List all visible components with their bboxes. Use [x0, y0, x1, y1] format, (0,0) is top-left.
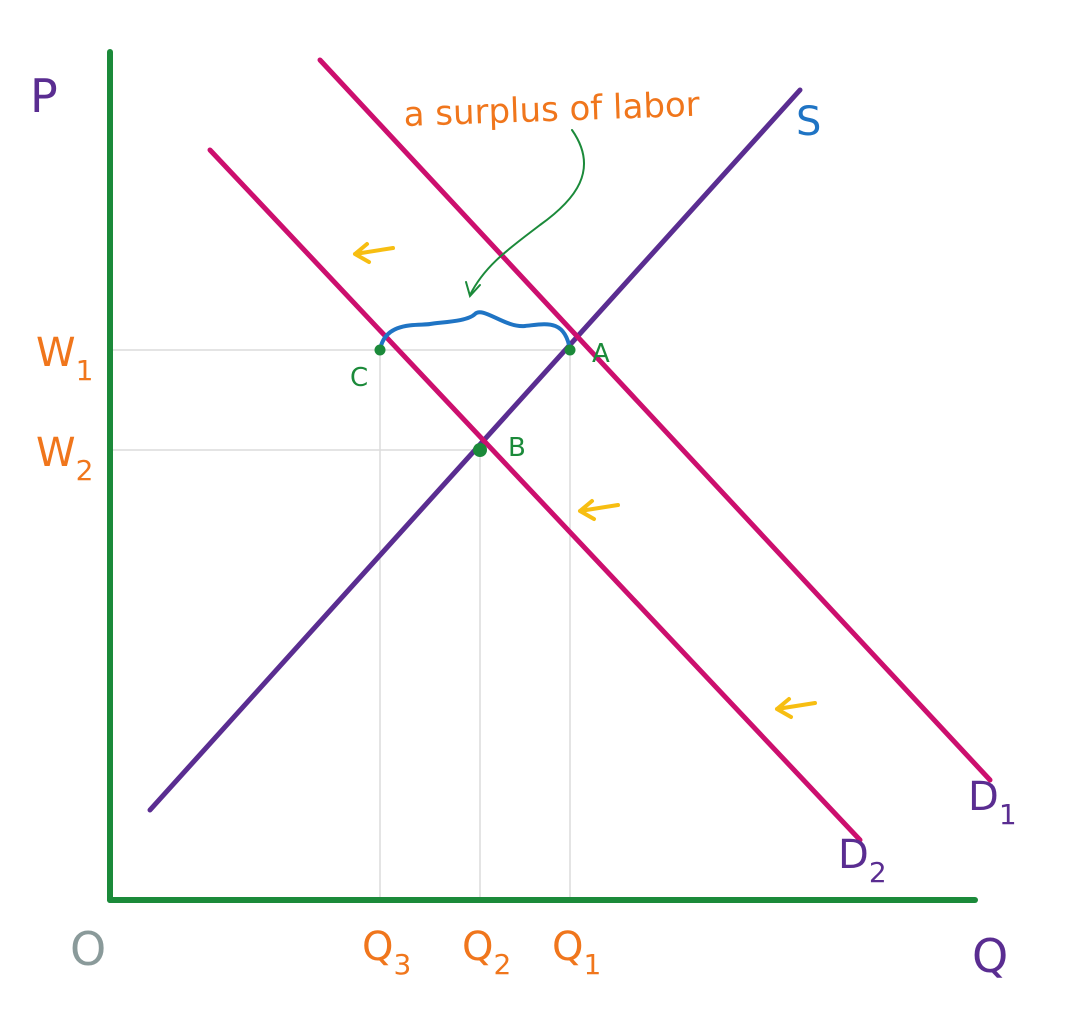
- y-tick-label-2: W2: [36, 430, 93, 487]
- axes: [107, 49, 978, 903]
- point-b: [473, 443, 487, 457]
- annotation-text: a surplus of labor: [403, 85, 700, 135]
- curve-label-d2: D2: [838, 832, 887, 889]
- shift-arrow-3: [775, 697, 817, 719]
- x-tick-label-1: Q3: [362, 924, 411, 981]
- origin-label: O: [70, 922, 106, 976]
- point-a: [564, 344, 576, 356]
- point-label-c: C: [350, 363, 368, 393]
- point-c: [374, 344, 386, 356]
- annotation-arrow: [469, 129, 585, 296]
- points: [374, 344, 576, 457]
- curve-label-d1: D1: [968, 774, 1017, 831]
- surplus-bracket: [378, 310, 572, 352]
- annotation-arrowhead: [465, 281, 481, 299]
- annotations: [353, 129, 817, 719]
- x-axis-label: Q: [972, 929, 1008, 983]
- x-tick-label-2: Q2: [462, 924, 511, 981]
- curve-d2: [207, 147, 863, 843]
- shift-arrow-2: [578, 499, 620, 521]
- curve-label-s: S: [796, 99, 821, 145]
- x-tick-label-3: Q1: [552, 924, 601, 981]
- guide-lines: [110, 349, 571, 900]
- y-tick-label-1: W1: [36, 330, 93, 387]
- point-label-a: A: [592, 339, 610, 369]
- shift-arrow-1: [353, 242, 395, 264]
- curve-d1: [317, 57, 993, 783]
- labels: A B C P Q O W1 W2 Q3 Q2 Q1 S D1 D2 a surplus of labor: [30, 69, 1017, 983]
- point-label-b: B: [508, 433, 526, 463]
- y-axis-label: P: [30, 69, 58, 123]
